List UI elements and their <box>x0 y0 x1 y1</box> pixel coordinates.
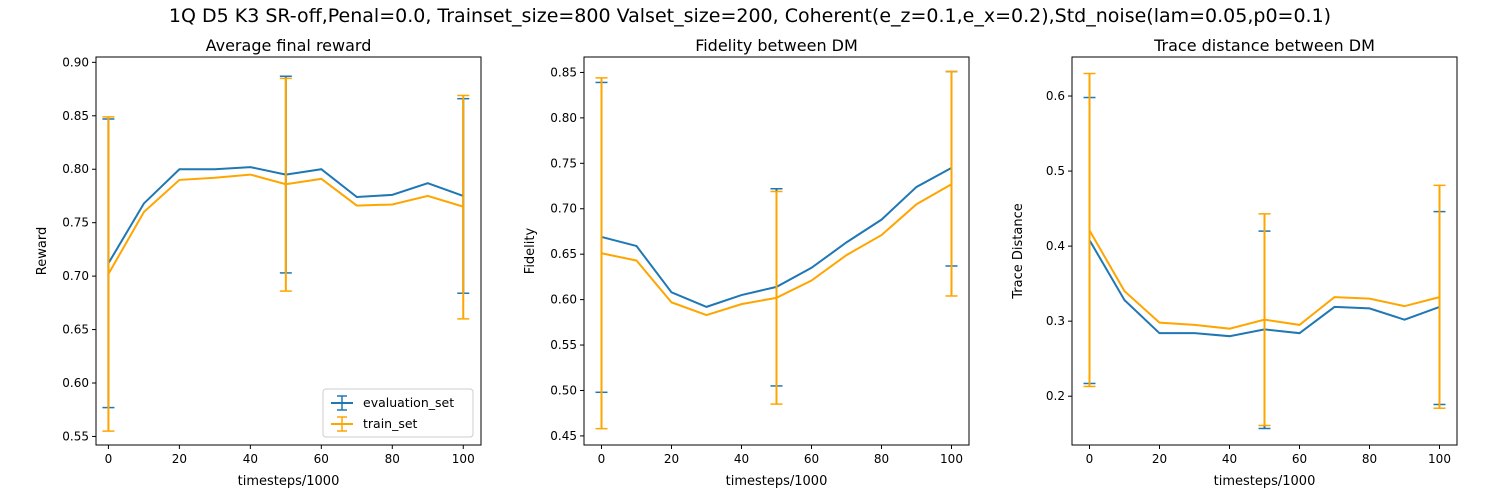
x-tick-label: 80 <box>385 452 400 466</box>
x-tick-label: 40 <box>734 452 749 466</box>
y-tick-label: 0.6 <box>1046 89 1065 103</box>
y-tick-label: 0.60 <box>62 376 89 390</box>
train-set-errorbar <box>102 116 115 432</box>
x-tick-label: 40 <box>1222 452 1237 466</box>
y-axis-label: Trace Distance <box>1011 203 1026 299</box>
y-tick-label: 0.4 <box>1046 239 1065 253</box>
y-tick-label: 0.2 <box>1046 389 1065 403</box>
y-tick-label: 0.70 <box>62 269 89 283</box>
train-set-errorbar <box>1083 72 1096 388</box>
x-tick-label: 100 <box>1428 452 1451 466</box>
x-tick-label: 0 <box>598 452 606 466</box>
x-axis-label: timesteps/1000 <box>726 474 828 489</box>
y-tick-label: 0.55 <box>550 338 577 352</box>
y-tick-label: 0.70 <box>550 202 577 216</box>
x-axis-label: timesteps/1000 <box>238 474 340 489</box>
y-tick-label: 0.50 <box>550 383 577 397</box>
train-set-errorbar <box>1258 213 1271 427</box>
x-tick-label: 80 <box>874 452 889 466</box>
train-set-errorbar <box>1433 184 1446 409</box>
y-tick-label: 0.60 <box>550 293 577 307</box>
y-tick-label: 0.85 <box>550 65 577 79</box>
legend-label: evaluation_set <box>363 395 454 410</box>
y-tick-label: 0.80 <box>62 162 89 176</box>
y-tick-label: 0.75 <box>62 216 89 230</box>
y-tick-label: 0.80 <box>550 111 577 125</box>
x-tick-label: 40 <box>243 452 258 466</box>
train-set-errorbar <box>595 77 608 430</box>
train-set-errorbar <box>770 190 783 405</box>
x-tick-label: 100 <box>940 452 963 466</box>
plot-frame <box>95 56 482 446</box>
chart-title: Fidelity between DM <box>695 36 858 55</box>
x-tick-label: 60 <box>1292 452 1307 466</box>
y-tick-label: 0.65 <box>550 247 577 261</box>
x-tick-label: 0 <box>1086 452 1094 466</box>
y-tick-label: 0.65 <box>62 323 89 337</box>
figure-title: 1Q D5 K3 SR-off,Penal=0.0, Trainset_size… <box>168 5 1332 27</box>
x-tick-label: 60 <box>314 452 329 466</box>
train-set-errorbar <box>945 70 958 297</box>
y-tick-label: 0.75 <box>550 156 577 170</box>
y-tick-label: 0.90 <box>62 55 89 69</box>
chart-title: Trace distance between DM <box>1153 36 1375 55</box>
legend-symbol <box>331 416 353 432</box>
y-tick-label: 0.3 <box>1046 314 1065 328</box>
legend-symbol <box>331 395 353 411</box>
x-tick-label: 20 <box>172 452 187 466</box>
x-tick-label: 60 <box>804 452 819 466</box>
x-tick-label: 20 <box>1152 452 1167 466</box>
legend-box <box>322 388 474 438</box>
y-tick-label: 0.45 <box>550 429 577 443</box>
train-set-errorbar <box>457 94 470 320</box>
x-tick-label: 100 <box>452 452 475 466</box>
plot-frame <box>1071 56 1458 446</box>
y-axis-label: Fidelity <box>523 227 538 274</box>
legend: evaluation_set train_set <box>322 388 474 438</box>
y-axis-label: Reward <box>35 227 50 275</box>
train-set-errorbar <box>279 77 292 292</box>
x-tick-label: 0 <box>105 452 113 466</box>
y-tick-label: 0.55 <box>62 429 89 443</box>
plot-frame <box>583 56 970 446</box>
chart-title: Average final reward <box>206 36 372 55</box>
y-tick-label: 0.85 <box>62 109 89 123</box>
x-tick-label: 80 <box>1362 452 1377 466</box>
x-axis-label: timesteps/1000 <box>1214 474 1316 489</box>
y-tick-label: 0.5 <box>1046 164 1065 178</box>
legend-label: train_set <box>363 416 418 431</box>
x-tick-label: 20 <box>664 452 679 466</box>
